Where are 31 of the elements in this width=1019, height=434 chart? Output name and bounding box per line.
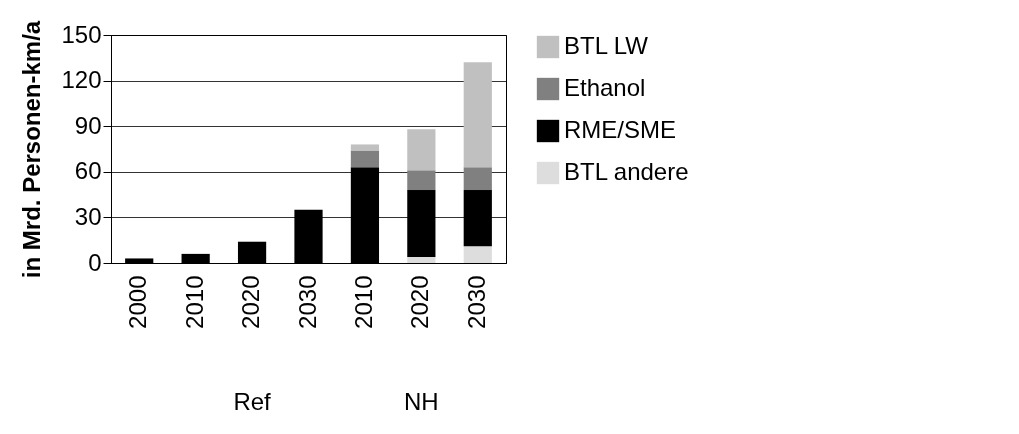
y-tick-label: 0: [88, 248, 102, 276]
bar: [125, 258, 154, 263]
y-tick-label: 60: [74, 157, 102, 185]
bar: [350, 144, 380, 151]
legend-label: BTL LW: [564, 32, 649, 59]
text: Ref: [233, 388, 272, 415]
text: NH: [404, 388, 439, 415]
bar: [181, 253, 210, 263]
bar: [407, 170, 436, 191]
bar: [463, 167, 492, 191]
x-tick-label: 2010: [349, 275, 377, 329]
legend-label: RME/SME: [564, 116, 677, 143]
y-tick-label: 120: [61, 66, 102, 94]
x-tick-label: 2030: [293, 275, 321, 329]
x-tick-label: 2010: [180, 275, 208, 329]
legend-label: Ethanol: [564, 74, 646, 101]
bar: [407, 129, 436, 171]
x-tick-label: 2020: [406, 275, 434, 329]
bar: [463, 246, 492, 263]
bar: [463, 62, 492, 168]
y-tick-label: 150: [61, 20, 102, 48]
y-axis-title: in Mrd. Personen-km/a: [18, 20, 46, 279]
x-tick-label: 2000: [124, 275, 152, 329]
y-tick-label: 30: [74, 202, 102, 230]
bar: [237, 241, 267, 263]
bar: [407, 256, 436, 263]
x-tick-label: 2020: [237, 275, 265, 329]
x-tick-label: 2030: [462, 275, 490, 329]
bar: [350, 150, 380, 168]
y-tick-label: 90: [74, 111, 102, 139]
legend-label: BTL andere: [564, 158, 689, 185]
